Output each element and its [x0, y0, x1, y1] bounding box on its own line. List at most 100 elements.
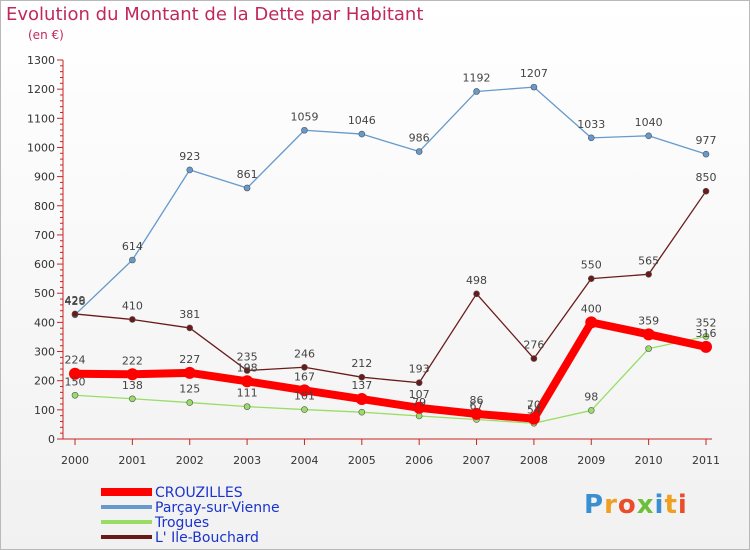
- y-tick-label: 200: [34, 375, 55, 388]
- proxiti-logo: Proxiti: [584, 490, 688, 520]
- legend-label: L' Ile-Bouchard: [155, 530, 259, 546]
- data-point: [358, 373, 366, 381]
- data-label: 1192: [463, 71, 491, 84]
- data-label: 222: [122, 354, 143, 367]
- data-point: [642, 328, 655, 341]
- series-line: [74, 190, 707, 384]
- data-point: [301, 126, 308, 134]
- data-point: [243, 403, 251, 410]
- data-point: [587, 407, 595, 414]
- legend-label: Trogues: [154, 515, 209, 531]
- data-point: [527, 412, 540, 425]
- data-label: 400: [581, 302, 602, 315]
- data-point: [413, 401, 426, 414]
- data-point: [587, 134, 595, 142]
- data-label: 498: [466, 274, 487, 287]
- data-point: [358, 130, 366, 138]
- data-label: 138: [122, 379, 143, 392]
- data-label: 193: [409, 363, 430, 376]
- y-tick-label: 600: [34, 258, 55, 271]
- data-label: 1046: [348, 114, 376, 127]
- x-tick-label: 2000: [61, 454, 89, 467]
- data-point: [645, 270, 652, 278]
- data-label: 276: [523, 339, 544, 352]
- data-point: [241, 375, 254, 388]
- data-label: 111: [237, 387, 258, 400]
- data-label: 352: [696, 316, 717, 329]
- y-tick-label: 700: [34, 229, 55, 242]
- data-point: [473, 88, 480, 95]
- x-tick-label: 2003: [233, 454, 261, 467]
- x-tick-label: 2010: [635, 454, 663, 467]
- data-point: [415, 412, 423, 420]
- data-point: [129, 395, 136, 403]
- data-label: 246: [294, 347, 315, 360]
- data-label: 381: [179, 308, 200, 321]
- data-label: 316: [696, 327, 717, 340]
- x-tick-label: 2008: [520, 454, 548, 467]
- data-label: 850: [696, 171, 717, 184]
- x-tick-label: 2001: [118, 454, 146, 467]
- data-label: 98: [584, 390, 598, 403]
- data-label: 565: [638, 254, 659, 267]
- data-point: [301, 363, 308, 371]
- y-tick-label: 400: [34, 316, 55, 329]
- legend-label: Parçay-sur-Vienne: [155, 500, 280, 516]
- y-tick-label: 1000: [27, 141, 55, 154]
- data-label: 101: [294, 390, 315, 403]
- data-point: [243, 184, 251, 192]
- data-point: [645, 132, 652, 140]
- data-point: [69, 367, 81, 380]
- y-tick-label: 0: [48, 433, 55, 446]
- legend-label: CROUZILLES: [155, 485, 243, 501]
- data-label: 67: [470, 399, 484, 412]
- data-point: [186, 166, 194, 174]
- data-label: 150: [65, 375, 86, 388]
- data-point: [71, 310, 79, 318]
- data-label: 167: [294, 370, 315, 383]
- data-label: 1207: [520, 67, 548, 80]
- data-point: [129, 256, 136, 264]
- data-point: [301, 406, 308, 413]
- data-point: [126, 368, 139, 381]
- data-point: [415, 148, 423, 155]
- data-label: 54: [527, 403, 541, 416]
- y-tick-label: 1200: [27, 83, 55, 96]
- data-label: 1040: [635, 116, 663, 129]
- y-tick-label: 1100: [27, 112, 55, 125]
- y-tick-label: 100: [34, 404, 55, 417]
- data-point: [298, 384, 311, 397]
- data-label: 429: [65, 294, 86, 307]
- data-label: 107: [409, 388, 430, 401]
- data-label: 1059: [290, 110, 318, 123]
- data-label: 137: [351, 379, 372, 392]
- y-tick-label: 1300: [27, 54, 55, 67]
- x-tick-label: 2009: [577, 454, 605, 467]
- x-tick-label: 2011: [692, 454, 720, 467]
- data-point: [702, 333, 710, 340]
- data-label: 227: [179, 353, 200, 366]
- data-label: 79: [412, 396, 426, 409]
- x-tick-label: 2005: [348, 454, 376, 467]
- data-label: 986: [409, 132, 430, 145]
- data-label: 1033: [577, 118, 605, 131]
- data-point: [470, 407, 483, 420]
- data-label: 212: [351, 357, 372, 370]
- data-point: [71, 391, 79, 399]
- x-tick-label: 2002: [176, 454, 204, 467]
- data-point: [355, 393, 368, 406]
- data-label: 426: [65, 295, 86, 308]
- data-label: 923: [179, 150, 200, 163]
- data-point: [530, 355, 538, 362]
- data-point: [243, 367, 251, 374]
- y-tick-label: 300: [34, 346, 55, 359]
- data-point: [186, 324, 194, 332]
- data-point: [415, 379, 423, 387]
- data-label: 198: [237, 361, 258, 374]
- x-tick-label: 2004: [290, 454, 318, 467]
- data-label: 550: [581, 259, 602, 272]
- data-point: [585, 316, 598, 329]
- data-point: [186, 399, 194, 406]
